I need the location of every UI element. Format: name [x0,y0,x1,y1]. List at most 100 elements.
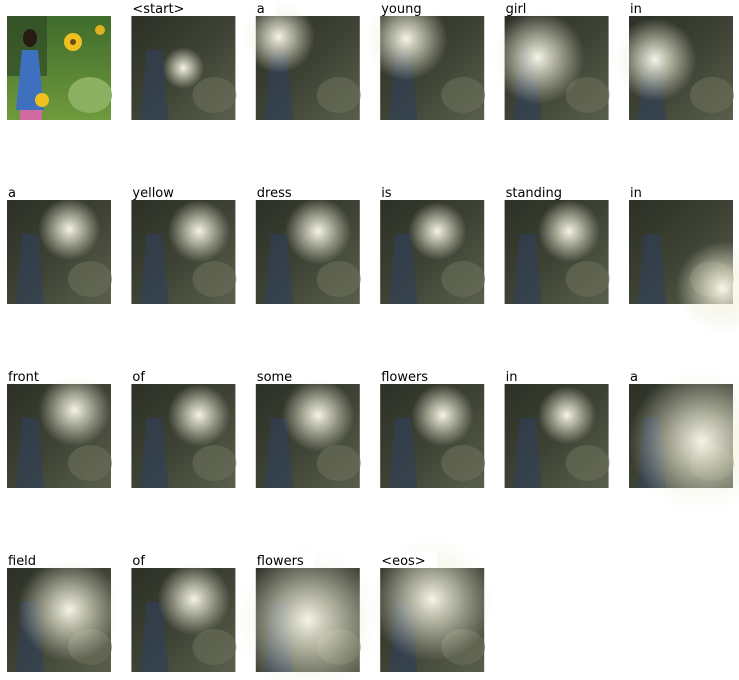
caption-word: is [381,186,392,201]
attention-spot [162,47,205,89]
label-background [380,552,437,568]
figure-silhouette [140,234,169,304]
leaf-shape [316,261,361,297]
label-background [504,184,574,200]
label-background [504,0,538,16]
leaf-shape [68,261,112,297]
attention-cell: dress [255,184,361,304]
attention-cell: of [131,368,237,488]
label-background [255,552,315,568]
caption-word: <eos> [381,554,426,569]
figure-silhouette [264,418,293,488]
caption-word: flowers [381,370,428,385]
leaf-shape [192,261,237,297]
leaf-shape [565,445,610,481]
caption-word: of [132,554,145,569]
attention-spot [675,241,739,336]
leaf-shape [192,445,237,481]
caption-word: a [257,2,265,17]
attention-cell: in [613,0,734,120]
caption-word: in [630,2,642,17]
leaf-shape [565,77,610,113]
attention-spot [537,386,597,445]
attention-spot [38,373,111,447]
caption-word: field [8,554,36,569]
label-background [131,368,156,384]
label-background [7,552,48,568]
leaf-shape [565,261,610,297]
attention-cell: a [242,0,361,120]
attention-spot [408,202,467,261]
label-background [629,184,653,200]
attention-spot [38,197,101,261]
figure-silhouette [140,602,169,672]
leaf-shape [441,445,486,481]
attention-spot [17,557,122,662]
attention-cell: flowers [235,547,381,680]
attention-spot [167,200,231,263]
attention-spot [284,197,352,265]
label-background [380,0,433,16]
caption-word: a [630,370,638,385]
caption-word: of [132,370,145,385]
figure-silhouette [638,234,666,304]
leaf-shape [441,261,486,297]
figure-silhouette [16,234,44,304]
attention-cell: <start> [131,0,237,120]
attention-spot [235,547,381,680]
attention-spot [242,0,316,74]
label-background [380,368,440,384]
label-background [131,0,196,16]
figure-silhouette [16,418,44,488]
label-background [7,184,27,200]
attention-spot [537,200,601,263]
caption-word: standing [506,186,562,201]
original-image [7,16,112,120]
leaf-shape [316,77,361,113]
attention-cell: flowers [380,368,486,488]
attention-cell: in [629,184,739,336]
leaf-shape [441,77,486,113]
label-background [131,184,185,200]
figure-silhouette [513,418,542,488]
attention-spot [491,10,585,105]
attention-cell: <eos> [369,536,495,672]
label-background [380,184,403,200]
attention-spot [411,384,474,447]
attention-cell: yellow [131,184,237,304]
figure-silhouette [140,418,169,488]
leaf-shape [192,629,237,665]
caption-word: front [8,370,39,385]
caption-word: some [257,370,292,385]
figure-silhouette [140,50,169,120]
attention-cell: field [7,552,122,672]
label-background [629,0,653,16]
caption-word: yellow [132,186,174,201]
caption-word: dress [257,186,292,201]
attention-cell: front [7,368,112,488]
figure-silhouette [389,234,418,304]
leaf-shape [68,445,112,481]
label-background [504,368,529,384]
label-background [7,368,50,384]
figure-silhouette [389,418,418,488]
attention-spot [157,562,231,636]
caption-word: girl [506,2,527,17]
attention-spot [364,0,448,81]
label-background [131,552,156,568]
label-background [255,184,303,200]
label-background [629,368,649,384]
attention-cell: some [255,368,361,488]
attention-cell: in [504,368,610,488]
attention-spot [167,384,231,447]
attention-cell: young [364,0,486,120]
attention-cell: standing [504,184,610,304]
label-background [255,368,304,384]
leaf-shape [316,445,361,481]
caption-word: in [630,186,642,201]
attention-spot [629,368,739,514]
leaf-shape [690,77,734,113]
caption-word: flowers [257,554,304,569]
